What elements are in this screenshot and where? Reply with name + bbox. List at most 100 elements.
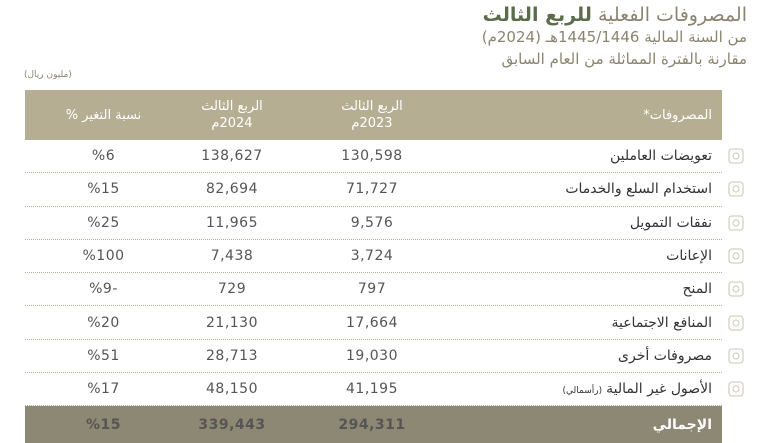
row-icon	[728, 281, 744, 297]
cell: 82,694	[152, 181, 312, 197]
value: %15	[87, 181, 120, 198]
value: 797	[357, 281, 387, 298]
value: 41,195	[346, 381, 398, 398]
cell: 294,311	[312, 417, 432, 433]
row-label: المنح	[682, 281, 712, 298]
table-row: مصروفات أخرى 19,030 28,713 %51	[25, 340, 722, 374]
value: %25	[87, 214, 120, 231]
header-cell: المصروفات*	[432, 107, 722, 124]
value: %20	[87, 314, 120, 331]
value: 130,598	[341, 148, 403, 165]
row-label: مصروفات أخرى	[618, 347, 712, 364]
row-icon	[728, 348, 744, 364]
cell: 138,627	[152, 148, 312, 164]
value: %100	[82, 248, 125, 265]
table-row: الإعانات 3,724 7,438 %100	[25, 240, 722, 274]
subtitle: مقارنة بالفترة المماثلة من العام السابق	[501, 50, 747, 68]
title: المصروفات الفعلية للربع الثالث	[483, 4, 747, 26]
total-row: الإجمالي 294,311 339,443 %15	[25, 406, 722, 443]
cell: الأصول غير المالية(رأسمالي)	[432, 381, 722, 397]
cell: 339,443	[152, 417, 312, 433]
cell: نفقات التمويل	[432, 215, 722, 231]
header-text: 2023م	[351, 116, 393, 131]
value: 138,627	[201, 148, 263, 165]
cell: المنح	[432, 281, 722, 297]
cell: %20	[25, 315, 152, 331]
header-text: نسبة التغير %	[65, 107, 142, 123]
row-icon	[728, 181, 744, 197]
value: 339,443	[198, 416, 266, 433]
table-row: المنح 797 729 -%9	[25, 273, 722, 307]
cell: مصروفات أخرى	[432, 348, 722, 364]
value: %6	[91, 148, 116, 165]
table-row: تعويضات العاملين 130,598 138,627 %6	[25, 140, 722, 174]
row-label: المنافع الاجتماعية	[611, 314, 712, 331]
cell: %6	[25, 148, 152, 164]
value: 11,965	[206, 214, 258, 231]
header-text: 2024م	[211, 116, 253, 131]
table-row: الأصول غير المالية(رأسمالي) 41,195 48,150%…	[25, 373, 722, 407]
cell: المنافع الاجتماعية	[432, 315, 722, 331]
value: 19,030	[346, 347, 398, 364]
cell: 21,130	[152, 315, 312, 331]
header-cell: الربع الثالث 2024م	[152, 98, 312, 132]
cell: %51	[25, 348, 152, 364]
value: 21,130	[206, 314, 258, 331]
title-regular: المصروفات الفعلية	[597, 4, 747, 26]
cell: الإعانات	[432, 248, 722, 264]
table-row: المنافع الاجتماعية 17,664 21,130 %20	[25, 306, 722, 340]
value: 729	[217, 281, 247, 298]
value: 82,694	[206, 181, 258, 198]
cell: 729	[152, 281, 312, 297]
header-text: المصروفات*	[643, 107, 712, 123]
cell: 17,664	[312, 315, 432, 331]
cell: 41,195	[312, 381, 432, 397]
row-label: نفقات التمويل	[629, 214, 712, 231]
cell: الإجمالي	[432, 417, 722, 433]
value: 17,664	[346, 314, 398, 331]
cell: 48,150	[152, 381, 312, 397]
unit: (مليون ريال)	[24, 70, 72, 80]
value: 7,438	[210, 248, 254, 265]
value: 294,311	[338, 416, 406, 433]
row-label: استخدام السلع والخدمات	[565, 181, 712, 198]
row-icon	[728, 381, 744, 397]
cell: 11,965	[152, 215, 312, 231]
cell: %25	[25, 215, 152, 231]
value: %15	[85, 416, 121, 433]
cell: 3,724	[312, 248, 432, 264]
subtitle: من السنة المالية 1445/1446هـ (2024م)	[481, 28, 747, 46]
cell: تعويضات العاملين	[432, 148, 722, 164]
value: %51	[87, 347, 120, 364]
table: المصروفات* الربع الثالث 2023م الربع الثالث 2…	[25, 90, 722, 443]
row-icon	[728, 248, 744, 264]
row-label: تعويضات العاملين	[609, 148, 712, 165]
header-row: المصروفات* الربع الثالث 2023م الربع الثالث 2…	[25, 90, 722, 140]
row-icon	[728, 148, 744, 164]
value: 3,724	[350, 248, 394, 265]
cell: %100	[25, 248, 152, 264]
cell: %17	[25, 381, 152, 397]
cell: استخدام السلع والخدمات	[432, 181, 722, 197]
row-label: الإعانات	[666, 248, 712, 265]
cell: 9,576	[312, 215, 432, 231]
value: -%9	[89, 281, 118, 298]
row-icon	[728, 314, 744, 331]
title-bold: للربع الثالث	[482, 4, 592, 26]
cell: %15	[25, 181, 152, 197]
cell: -%9	[25, 281, 152, 297]
row-icon	[728, 214, 744, 231]
table-row: نفقات التمويل 9,576 11,965 %25	[25, 207, 722, 240]
row-label: الإجمالي	[652, 416, 712, 433]
row-label: الأصول غير المالية	[606, 381, 712, 398]
value: 71,727	[346, 181, 398, 198]
header-cell: الربع الثالث 2023م	[312, 98, 432, 132]
cell: 130,598	[312, 148, 432, 164]
value: %17	[87, 381, 120, 398]
cell: 28,713	[152, 348, 312, 364]
header-cell: نسبة التغير %	[25, 107, 152, 124]
cell: 7,438	[152, 248, 312, 264]
table-row: استخدام السلع والخدمات 71,727 82,694 %15	[25, 173, 722, 207]
value: 9,576	[350, 214, 394, 231]
